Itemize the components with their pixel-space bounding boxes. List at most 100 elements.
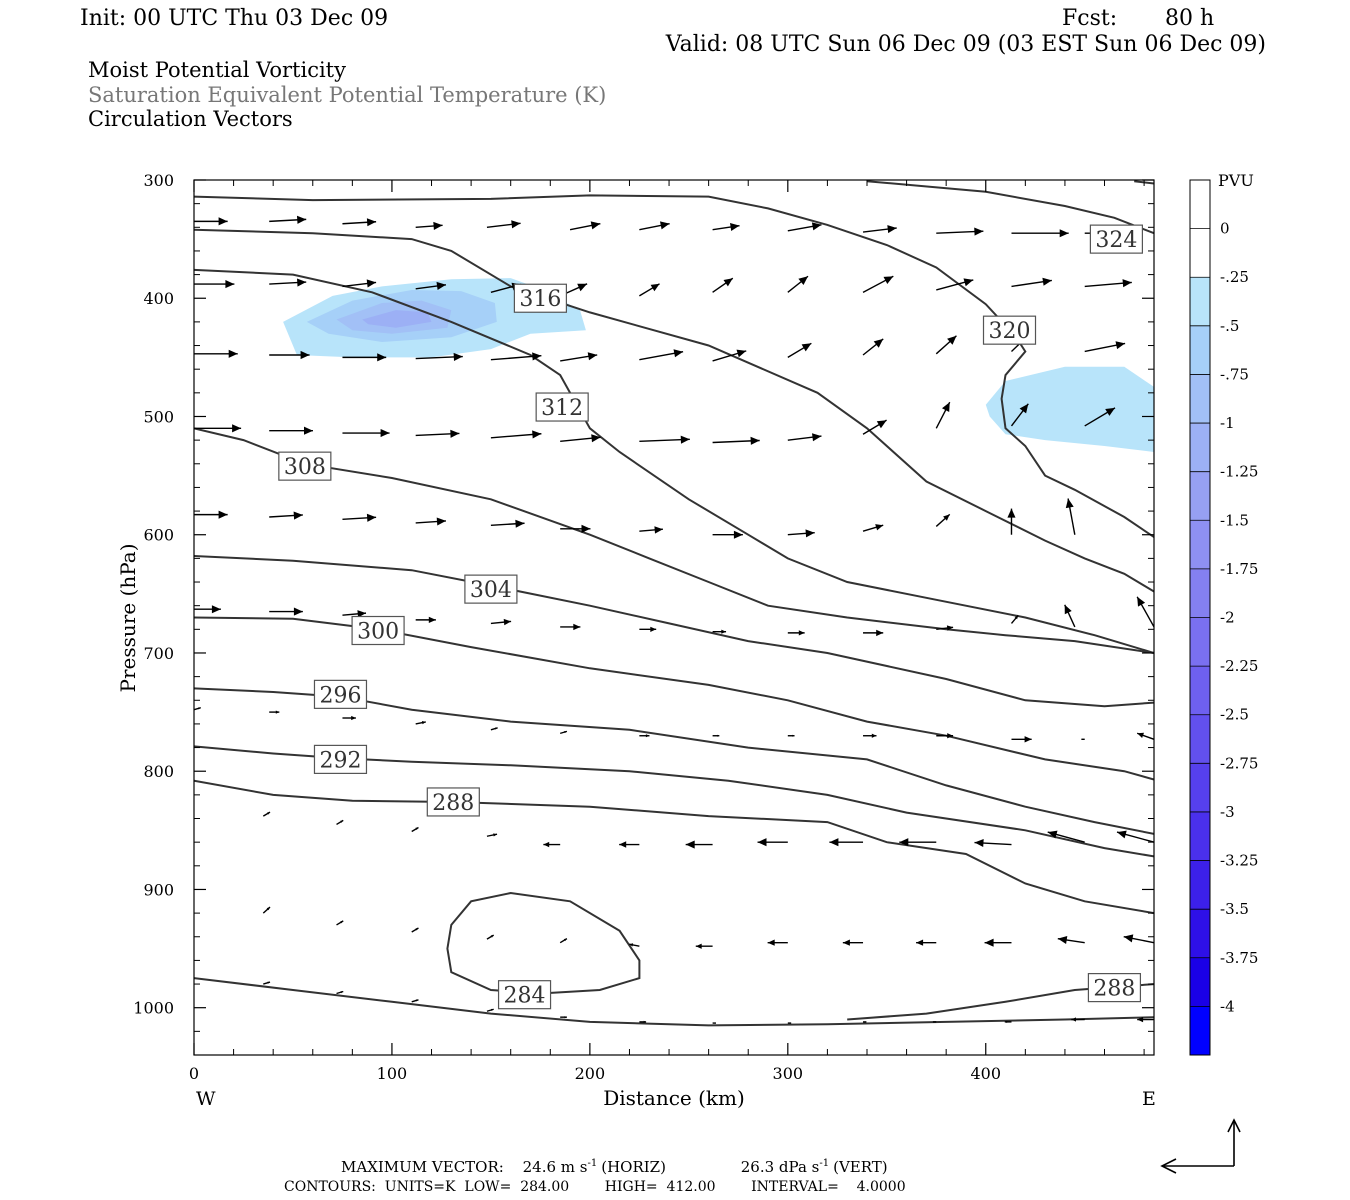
vector-28 <box>342 353 387 362</box>
vector-108 <box>411 927 419 933</box>
x-tick-label: 0 <box>189 1064 199 1083</box>
vector-46 <box>712 436 760 445</box>
vector-102 <box>899 838 937 847</box>
vector-53 <box>269 511 303 520</box>
vector-3 <box>415 221 443 230</box>
vector-1 <box>269 215 307 224</box>
y-tick-label: 900 <box>143 880 174 899</box>
colorbar-level-label: -1.25 <box>1220 463 1258 481</box>
contour-label-text: 308 <box>284 455 326 480</box>
vector-67 <box>342 610 367 618</box>
valid-time: Valid: 08 UTC Sun 06 Dec 09 (03 EST Sun … <box>665 32 1266 57</box>
vector-96 <box>486 833 498 837</box>
vector-47 <box>787 433 822 442</box>
vector-58 <box>639 526 663 534</box>
contour-label-284-12: 284 <box>497 980 552 1010</box>
vector-113 <box>767 939 788 946</box>
colorbar-level-label: -.25 <box>1220 268 1249 286</box>
contour-label-text: 320 <box>989 319 1031 344</box>
max-vector-horiz: 24.6 m s <box>523 1158 588 1176</box>
colorbar-level-label: -.75 <box>1220 365 1249 383</box>
vector-85 <box>639 734 650 738</box>
max-vector-horiz-exp: -1 <box>587 1158 597 1169</box>
vector-48 <box>862 419 887 435</box>
vector-126 <box>787 1022 792 1024</box>
vector-51 <box>1084 407 1116 427</box>
vector-73 <box>787 630 805 636</box>
pv-shading <box>283 278 1154 452</box>
vector-55 <box>415 517 447 526</box>
contour-line-288-10 <box>194 779 1154 915</box>
vector-29 <box>415 352 463 361</box>
contour-label-text: 296 <box>319 683 361 708</box>
contour-label-box <box>497 980 552 1010</box>
vector-19 <box>639 283 660 297</box>
colorbar-level-label: -2.25 <box>1220 657 1258 675</box>
reference-vector-icon <box>1160 1118 1241 1174</box>
max-vector-vert-exp: -1 <box>819 1158 829 1169</box>
pv-area-4 <box>985 366 1154 452</box>
contour-line-320-2 <box>194 194 1154 538</box>
y-tick-label: 1000 <box>133 999 174 1018</box>
contour-label-312-4: 312 <box>535 392 589 422</box>
contour-line-304-6 <box>194 555 1154 708</box>
vector-89 <box>936 733 954 739</box>
max-vector-vert-unit: (VERT) <box>833 1158 888 1176</box>
contour-line-312-4 <box>194 268 1154 654</box>
contour-label-box <box>351 615 405 646</box>
y-tick-label: 400 <box>143 289 174 308</box>
vector-115 <box>916 939 937 946</box>
vector-116 <box>984 938 1012 947</box>
contour-label-box <box>982 315 1037 345</box>
vector-97 <box>543 841 561 848</box>
x-end-label-left: W <box>196 1088 216 1110</box>
forecast-hours: 80 h <box>1165 6 1214 31</box>
vector-8 <box>787 222 822 232</box>
contour-label-text: 288 <box>1093 977 1135 1002</box>
vector-93 <box>262 811 271 817</box>
max-vector-caption: MAXIMUM VECTOR: <box>341 1158 504 1176</box>
vector-103 <box>974 839 1012 847</box>
pv-colorbar: 0 -.25 -.5 -.75 -1 -1.25 -1.5 -1.75 -2 -2.25 -2.5 -… <box>1189 179 1258 1056</box>
vector-9 <box>862 225 897 234</box>
vector-128 <box>932 1021 937 1023</box>
vector-22 <box>862 275 894 293</box>
colorbar-level-label: -3.75 <box>1220 949 1258 967</box>
vector-82 <box>415 721 426 725</box>
vector-130 <box>1071 1017 1085 1022</box>
vector-23 <box>936 278 974 291</box>
contour-label-292-9: 292 <box>313 744 368 774</box>
vector-39 <box>194 424 242 433</box>
contour-label-box <box>513 283 567 313</box>
vector-83 <box>490 727 498 731</box>
colorbar-swatch <box>1190 763 1210 813</box>
contour-label-text: 288 <box>432 791 474 816</box>
vector-69 <box>490 618 512 626</box>
vector-30 <box>490 352 542 361</box>
vector-60 <box>787 529 815 538</box>
colorbar-level-label: -1.5 <box>1220 511 1249 529</box>
vector-94 <box>336 819 344 826</box>
vector-26 <box>194 349 238 358</box>
contour-label-text: 300 <box>357 620 399 645</box>
vector-105 <box>1116 830 1154 843</box>
vector-70 <box>560 623 581 631</box>
plot-frame <box>193 179 1155 1056</box>
contour-label-300-7: 300 <box>351 615 405 646</box>
colorbar-swatch <box>1190 714 1210 764</box>
vector-122 <box>486 1008 494 1012</box>
vector-101 <box>829 838 864 847</box>
x-tick-label: 400 <box>970 1064 1001 1083</box>
vector-59 <box>712 530 743 539</box>
vector-42 <box>415 429 460 438</box>
vector-123 <box>560 1016 567 1019</box>
colorbar-swatch <box>1190 374 1210 424</box>
vector-129 <box>1004 1020 1012 1023</box>
vector-10 <box>936 227 984 236</box>
vector-111 <box>629 943 640 947</box>
vector-15 <box>342 279 377 288</box>
colorbar-swatch <box>1190 520 1210 570</box>
vector-24 <box>1011 277 1052 288</box>
vector-40 <box>269 426 313 435</box>
